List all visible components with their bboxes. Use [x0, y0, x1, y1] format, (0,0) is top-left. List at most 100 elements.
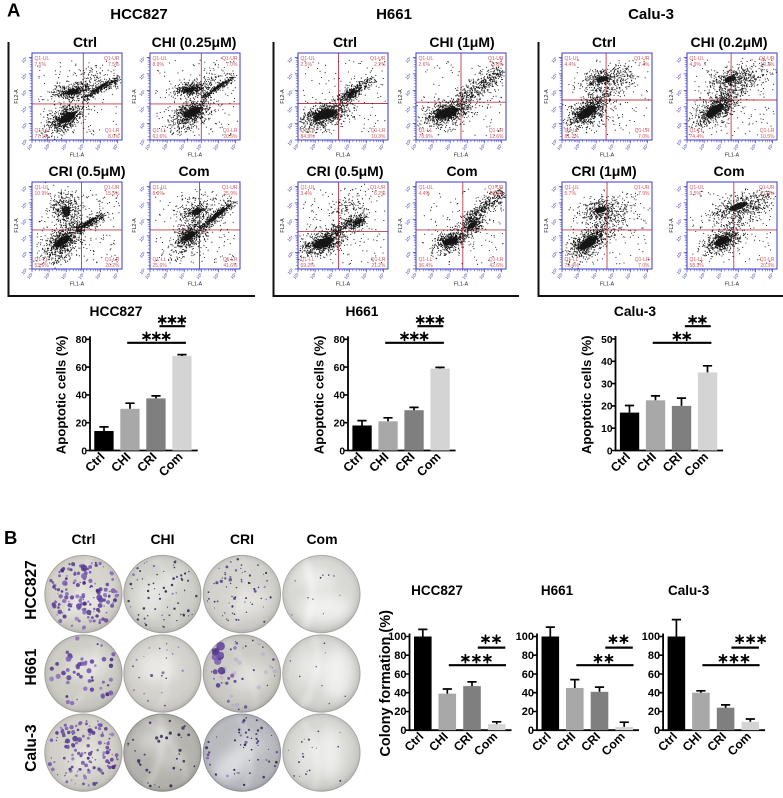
- svg-text:10: 10: [601, 424, 613, 435]
- svg-text:2.2%: 2.2%: [374, 62, 386, 68]
- svg-text:20: 20: [648, 706, 660, 718]
- svg-text:10⁶: 10⁶: [20, 72, 28, 80]
- svg-text:10⁷: 10⁷: [286, 184, 294, 192]
- svg-text:10⁶: 10⁶: [94, 272, 102, 280]
- svg-text:42.6%: 42.6%: [489, 263, 504, 269]
- svg-text:3.5%: 3.5%: [690, 191, 702, 197]
- svg-text:10⁶: 10⁶: [675, 201, 683, 209]
- svg-text:HCC827: HCC827: [23, 560, 40, 619]
- svg-text:FL1-A: FL1-A: [336, 282, 351, 288]
- svg-text:10⁵: 10⁵: [343, 143, 351, 151]
- svg-text:FL2-A: FL2-A: [669, 218, 675, 233]
- svg-text:7.5%: 7.5%: [35, 62, 47, 68]
- svg-text:10²: 10²: [26, 272, 34, 280]
- svg-text:FL2-A: FL2-A: [544, 89, 550, 104]
- svg-text:FL1-A: FL1-A: [336, 153, 351, 159]
- svg-text:Ctrl: Ctrl: [73, 34, 97, 50]
- svg-text:10⁷: 10⁷: [229, 272, 237, 280]
- svg-text:Q1-LR: Q1-LR: [489, 257, 504, 263]
- svg-text:4.4%: 4.4%: [565, 62, 577, 68]
- svg-text:0: 0: [607, 446, 613, 457]
- svg-text:Q1-LL: Q1-LL: [301, 128, 315, 134]
- svg-text:10⁵: 10⁵: [732, 272, 740, 280]
- svg-text:10⁴: 10⁴: [444, 272, 452, 280]
- svg-text:7.9%: 7.9%: [638, 191, 650, 197]
- svg-text:10⁵: 10⁵: [138, 89, 146, 97]
- svg-text:Q1-LL: Q1-LL: [565, 128, 579, 134]
- svg-text:10²: 10²: [26, 143, 34, 151]
- svg-text:FL1-A: FL1-A: [70, 153, 85, 159]
- svg-text:10⁶: 10⁶: [749, 143, 757, 151]
- svg-text:10⁵: 10⁵: [343, 272, 351, 280]
- svg-text:Q1-LR: Q1-LR: [105, 128, 120, 134]
- svg-text:B: B: [4, 527, 17, 548]
- svg-text:40: 40: [76, 391, 88, 402]
- svg-text:10⁵: 10⁵: [607, 272, 615, 280]
- svg-text:7.5%: 7.5%: [108, 62, 120, 68]
- svg-text:10²: 10²: [556, 272, 564, 280]
- svg-text:10⁷: 10⁷: [550, 55, 558, 63]
- svg-text:100: 100: [642, 631, 660, 643]
- svg-text:Q1-LR: Q1-LR: [635, 257, 650, 263]
- svg-text:41.6%: 41.6%: [223, 263, 238, 269]
- svg-text:10⁷: 10⁷: [766, 143, 774, 151]
- svg-text:10³: 10³: [286, 121, 294, 129]
- svg-text:Com: Com: [446, 163, 477, 179]
- svg-text:10⁴: 10⁴: [138, 234, 146, 242]
- svg-text:10⁴: 10⁴: [404, 105, 412, 113]
- svg-text:Q1-LL: Q1-LL: [690, 257, 704, 263]
- svg-text:10³: 10³: [404, 250, 412, 258]
- svg-text:10⁴: 10⁴: [20, 105, 28, 113]
- svg-text:H661: H661: [23, 648, 40, 685]
- svg-text:2.6%: 2.6%: [419, 62, 431, 68]
- svg-text:10⁵: 10⁵: [195, 143, 203, 151]
- svg-text:Apoptotic cells (%): Apoptotic cells (%): [312, 336, 327, 455]
- svg-text:60: 60: [648, 669, 660, 681]
- svg-text:10.9%: 10.9%: [35, 191, 50, 197]
- svg-text:FL2-A: FL2-A: [14, 89, 20, 104]
- svg-text:10⁵: 10⁵: [77, 143, 85, 151]
- svg-text:Calu-3: Calu-3: [614, 304, 656, 319]
- svg-text:Q1-UL: Q1-UL: [419, 56, 434, 62]
- svg-text:10³: 10³: [20, 250, 28, 258]
- svg-text:HCC827: HCC827: [90, 304, 143, 319]
- svg-text:Ctrl: Ctrl: [71, 531, 95, 547]
- svg-text:10³: 10³: [427, 143, 435, 151]
- svg-text:10⁷: 10⁷: [641, 272, 649, 280]
- svg-text:10³: 10³: [404, 121, 412, 129]
- svg-text:10⁷: 10⁷: [20, 184, 28, 192]
- svg-text:10²: 10²: [675, 138, 683, 146]
- svg-text:H661: H661: [376, 6, 412, 23]
- svg-text:10²: 10²: [286, 138, 294, 146]
- svg-text:10³: 10³: [43, 272, 51, 280]
- svg-text:10⁷: 10⁷: [111, 143, 119, 151]
- svg-text:10⁵: 10⁵: [404, 218, 412, 226]
- svg-text:FL2-A: FL2-A: [398, 89, 404, 104]
- svg-text:0: 0: [400, 725, 406, 737]
- svg-text:10⁷: 10⁷: [404, 55, 412, 63]
- svg-text:10⁴: 10⁴: [444, 143, 452, 151]
- svg-text:10⁵: 10⁵: [732, 143, 740, 151]
- svg-text:10⁷: 10⁷: [675, 184, 683, 192]
- svg-text:80: 80: [394, 650, 406, 662]
- svg-text:Q1-UR: Q1-UR: [104, 56, 120, 62]
- svg-text:10⁴: 10⁴: [715, 143, 723, 151]
- svg-text:10⁷: 10⁷: [675, 55, 683, 63]
- svg-text:17.9%: 17.9%: [760, 191, 775, 197]
- svg-text:Calu-3: Calu-3: [668, 583, 710, 598]
- svg-text:10⁶: 10⁶: [286, 201, 294, 209]
- svg-text:10³: 10³: [309, 272, 317, 280]
- svg-text:10⁴: 10⁴: [675, 105, 683, 113]
- svg-text:10.2%: 10.2%: [760, 62, 775, 68]
- svg-text:21.2%: 21.2%: [371, 263, 386, 269]
- svg-text:53.6%: 53.6%: [35, 263, 50, 269]
- svg-text:FL2-A: FL2-A: [14, 218, 20, 233]
- svg-text:10²: 10²: [20, 138, 28, 146]
- svg-text:20: 20: [76, 419, 88, 430]
- svg-text:8.9%: 8.9%: [153, 62, 165, 68]
- svg-text:Q1-LL: Q1-LL: [419, 128, 433, 134]
- svg-text:10²: 10²: [144, 272, 152, 280]
- svg-text:Q1-LL: Q1-LL: [565, 257, 579, 263]
- svg-text:25.6%: 25.6%: [153, 263, 168, 269]
- svg-text:10⁴: 10⁴: [60, 143, 68, 151]
